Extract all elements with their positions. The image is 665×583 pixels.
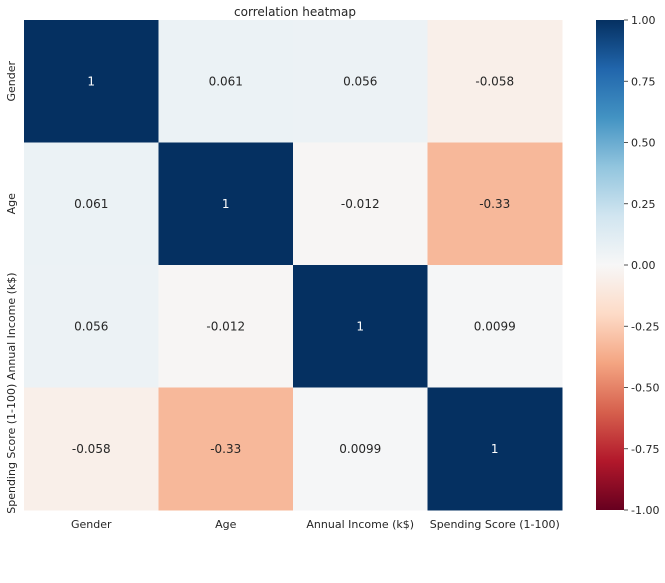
x-tick-label-0: Gender [71, 518, 112, 531]
colorbar-tick-label-3: 0.25 [631, 198, 656, 211]
cell-label-r3-c2: 0.0099 [339, 442, 381, 456]
heatmap-cell-r1-c1 [158, 142, 294, 266]
x-tick-labels: Gender Age Annual Income (k$) Spending Scor… [71, 518, 560, 531]
cell-label-r0-c1: 0.061 [209, 74, 243, 88]
colorbar-tick-label-6: -0.50 [631, 382, 659, 395]
colorbar-tick-label-4: 0.00 [631, 259, 656, 272]
cell-label-r1-c0: 0.061 [74, 197, 108, 211]
y-tick-label-3: Spending Score (1-100) [5, 384, 18, 514]
y-tick-label-1: Age [5, 193, 18, 215]
colorbar-tick-label-8: -1.00 [631, 504, 659, 517]
heatmap-cell-r0-c1 [158, 20, 294, 143]
cell-label-r2-c1: -0.012 [206, 319, 245, 333]
heatmap-cell-r1-c2 [293, 142, 428, 266]
cell-label-r2-c0: 0.056 [74, 319, 108, 333]
heatmap-cell-r3-c2 [293, 387, 428, 511]
colorbar-tick-label-7: -0.75 [631, 443, 659, 456]
chart-title: correlation heatmap [234, 5, 356, 19]
x-tick-label-1: Age [215, 518, 237, 531]
heatmap-cells [24, 20, 563, 511]
cell-label-r1-c1: 1 [222, 197, 230, 211]
heatmap-cell-r2-c1 [158, 265, 294, 388]
cell-label-r3-c0: -0.058 [72, 442, 111, 456]
cell-label-r0-c0: 1 [87, 74, 95, 88]
heatmap-cell-labels: 1 0.061 0.056 -0.058 0.061 1 -0.012 -0.33 0.056 -… [72, 74, 516, 456]
heatmap-cell-r0-c2 [293, 20, 428, 143]
cell-label-r3-c1: -0.33 [210, 442, 241, 456]
colorbar-tick-label-1: 0.75 [631, 75, 656, 88]
heatmap-cell-r3-c1 [158, 387, 294, 511]
colorbar-tick-label-2: 0.50 [631, 137, 656, 150]
colorbar-tick-label-0: 1.00 [631, 14, 656, 27]
cell-label-r0-c2: 0.056 [343, 74, 377, 88]
heatmap-cell-r0-c3 [427, 20, 563, 143]
heatmap-cell-r2-c3 [427, 265, 563, 388]
colorbar-tick-label-5: -0.25 [631, 320, 659, 333]
heatmap-cell-r2-c0 [24, 265, 159, 388]
x-tick-label-2: Annual Income (k$) [306, 518, 414, 531]
y-tick-labels: Gender Age Annual Income (k$) Spending Scor… [5, 61, 18, 514]
heatmap-cell-r1-c0 [24, 142, 159, 266]
colorbar: 1.00 0.75 0.50 0.25 0.00 -0.25 -0.50 -0.75 -1.00 [596, 14, 659, 517]
heatmap-cell-r0-c0 [24, 20, 159, 143]
y-tick-label-0: Gender [5, 61, 18, 102]
cell-label-r0-c3: -0.058 [475, 74, 514, 88]
cell-label-r1-c3: -0.33 [479, 197, 510, 211]
y-tick-label-2: Annual Income (k$) [5, 272, 18, 380]
heatmap-cell-r2-c2 [293, 265, 428, 388]
cell-label-r1-c2: -0.012 [341, 197, 380, 211]
cell-label-r3-c3: 1 [491, 442, 499, 456]
cell-label-r2-c2: 1 [356, 319, 364, 333]
cell-label-r2-c3: 0.0099 [474, 319, 516, 333]
heatmap-cell-r1-c3 [427, 142, 563, 266]
x-tick-label-3: Spending Score (1-100) [430, 518, 560, 531]
colorbar-gradient [596, 20, 624, 510]
heatmap-cell-r3-c0 [24, 387, 159, 511]
heatmap-cell-r3-c3 [427, 387, 563, 511]
